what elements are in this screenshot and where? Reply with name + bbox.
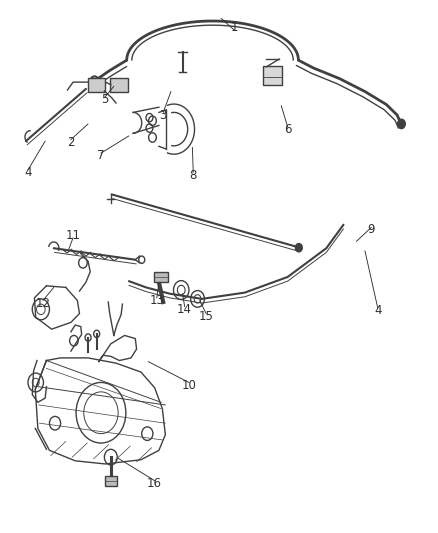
FancyBboxPatch shape xyxy=(105,477,117,486)
Text: 16: 16 xyxy=(147,477,162,490)
FancyBboxPatch shape xyxy=(88,78,105,92)
Text: 2: 2 xyxy=(67,136,74,149)
Text: 5: 5 xyxy=(102,93,109,106)
FancyBboxPatch shape xyxy=(263,66,282,85)
Text: 13: 13 xyxy=(149,294,164,307)
Text: 3: 3 xyxy=(159,109,167,122)
Circle shape xyxy=(398,119,405,128)
Text: 11: 11 xyxy=(66,229,81,241)
Text: 10: 10 xyxy=(181,378,196,392)
Text: 4: 4 xyxy=(24,166,32,179)
Text: 14: 14 xyxy=(177,303,192,316)
Text: 12: 12 xyxy=(35,296,50,310)
Circle shape xyxy=(295,244,302,252)
FancyBboxPatch shape xyxy=(154,272,168,281)
Text: 15: 15 xyxy=(199,310,214,322)
Text: 7: 7 xyxy=(97,149,105,162)
Text: 4: 4 xyxy=(374,304,381,317)
Text: 9: 9 xyxy=(367,223,375,237)
Text: 1: 1 xyxy=(230,21,238,34)
Text: 8: 8 xyxy=(190,168,197,182)
FancyBboxPatch shape xyxy=(110,78,128,92)
Text: 6: 6 xyxy=(284,123,291,136)
